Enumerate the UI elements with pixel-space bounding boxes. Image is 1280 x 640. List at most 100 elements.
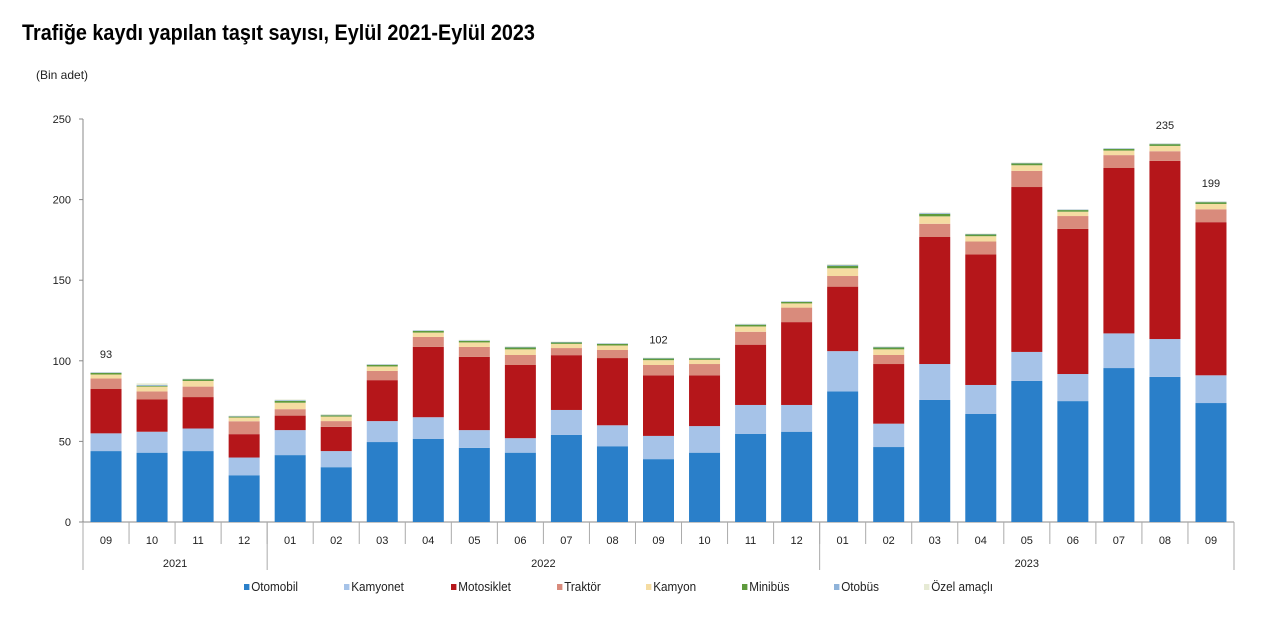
bar-segment-otomobil	[320, 467, 352, 522]
bar-segment-kamyon	[504, 349, 536, 355]
bar-segment-otomobil	[873, 447, 905, 522]
bar-segment-kamyonet	[1149, 339, 1181, 377]
bar-segment-minibs	[136, 385, 168, 387]
bar-segment-minibs	[919, 213, 951, 217]
legend-label: Traktör	[564, 579, 601, 594]
bar-segment-motosiklet	[827, 286, 859, 352]
legend-item: Otomobil	[244, 579, 298, 594]
bar-segment-kamyon	[1149, 145, 1181, 152]
bar-segment-kamyon	[458, 342, 490, 347]
bar-segment-kamyonet	[781, 404, 813, 432]
bar-segment-minibs	[458, 340, 490, 343]
bar-segment-traktr	[919, 223, 951, 237]
bar-segment-minibs	[1011, 163, 1043, 166]
bar-segment-minibs	[1149, 144, 1181, 146]
data-label: 235	[1156, 120, 1174, 132]
bar-segment-kamyonet	[689, 426, 721, 453]
y-tick-label: 150	[53, 275, 71, 287]
bar-segment-traktr	[596, 349, 628, 359]
legend-item: Motosiklet	[450, 579, 511, 594]
bar-segment-minibs	[965, 234, 997, 237]
bar-segment-minibs	[182, 379, 214, 381]
legend-swatch	[834, 583, 840, 590]
bar-segment-kamyonet	[1011, 351, 1043, 381]
bar-segment-kamyonet	[643, 435, 674, 460]
bar-segment-otomobil	[643, 459, 674, 522]
bar-segment-otomobil	[274, 455, 306, 522]
legend-label: Motosiklet	[457, 579, 511, 594]
bar-segment-otomobil	[596, 446, 628, 522]
bar-segment-kamyonet	[366, 421, 398, 443]
y-axis-unit-label: (Bin adet)	[36, 68, 89, 82]
bar-segment-kamyon	[182, 380, 214, 387]
bar-segment-motosiklet	[689, 375, 721, 427]
legend-swatch	[924, 583, 930, 590]
bar-segment-zelamal	[320, 413, 352, 415]
bar-segment-traktr	[781, 307, 813, 323]
x-tick-label: 02	[883, 535, 895, 547]
x-tick-label: 06	[1067, 535, 1079, 547]
bar-segment-traktr	[504, 354, 536, 365]
bar-segment-kamyonet	[550, 409, 582, 435]
bar-segment-motosiklet	[182, 397, 214, 429]
bar-segment-traktr	[458, 346, 490, 357]
bar-segment-traktr	[550, 348, 582, 356]
bar-segment-motosiklet	[873, 364, 905, 424]
year-label: 2021	[163, 558, 187, 570]
bar-segment-otomobil	[1057, 401, 1089, 522]
bar-segment-minibs	[689, 358, 721, 360]
bar-segment-minibs	[1103, 148, 1135, 151]
bar-segment-kamyon	[136, 386, 168, 392]
bar-segment-traktr	[873, 354, 905, 365]
bar-segment-traktr	[274, 409, 306, 416]
bar-segment-kamyon	[873, 349, 905, 355]
bar-segment-minibs	[1195, 202, 1227, 204]
x-tick-label: 08	[606, 535, 618, 547]
bar-segment-traktr	[1149, 151, 1181, 161]
bar-segment-otobs	[873, 346, 905, 348]
x-tick-label: 01	[284, 535, 296, 547]
bar-segment-otomobil	[1103, 368, 1135, 522]
bar-segment-traktr	[320, 421, 352, 427]
bar-segment-kamyon	[965, 236, 997, 242]
x-tick-label: 12	[238, 535, 250, 547]
bar-segment-otomobil	[412, 438, 444, 522]
bar-segment-motosiklet	[643, 375, 674, 436]
x-tick-label: 06	[514, 535, 526, 547]
y-tick-label: 50	[59, 436, 71, 448]
bar-segment-otomobil	[827, 391, 859, 522]
legend-item: Otobüs	[834, 579, 879, 594]
bar-segment-kamyon	[781, 303, 813, 308]
bar-segment-motosiklet	[136, 399, 168, 432]
bar-segment-kamyon	[1011, 165, 1043, 171]
bar-segment-otomobil	[965, 413, 997, 522]
bar-segment-minibs	[274, 400, 306, 403]
bar-segment-kamyonet	[458, 430, 490, 448]
bar-segment-otomobil	[735, 433, 767, 522]
legend-item: Kamyon	[645, 579, 696, 594]
bar-segment-traktr	[735, 331, 767, 345]
chart-title: Trafiğe kaydı yapılan taşıt sayısı, Eylü…	[22, 20, 535, 45]
y-tick-label: 250	[53, 114, 71, 126]
bar-segment-otomobil	[366, 442, 398, 522]
data-label: 199	[1202, 178, 1220, 190]
x-tick-label: 01	[837, 535, 849, 547]
legend-swatch	[645, 583, 652, 590]
x-tick-label: 09	[100, 535, 112, 547]
bar-segment-kamyonet	[320, 451, 352, 468]
x-tick-label: 12	[790, 535, 802, 547]
bar-segment-traktr	[689, 364, 721, 376]
bar-segment-kamyon	[274, 402, 306, 410]
bar-segment-motosiklet	[781, 322, 813, 405]
bar-segment-kamyon	[735, 326, 767, 332]
bar-segment-otomobil	[919, 399, 951, 522]
y-tick-label: 0	[65, 517, 71, 529]
bar-segment-zelamal	[136, 383, 168, 385]
bar-segment-otomobil	[1149, 376, 1181, 522]
bar-segment-minibs	[596, 343, 628, 346]
bar-segment-traktr	[1103, 155, 1135, 169]
bar-segment-minibs	[504, 347, 536, 350]
bar-segment-kamyon	[1103, 150, 1135, 156]
legend-item: Özel amaçlı	[924, 579, 993, 594]
bar-segment-kamyonet	[919, 364, 951, 400]
